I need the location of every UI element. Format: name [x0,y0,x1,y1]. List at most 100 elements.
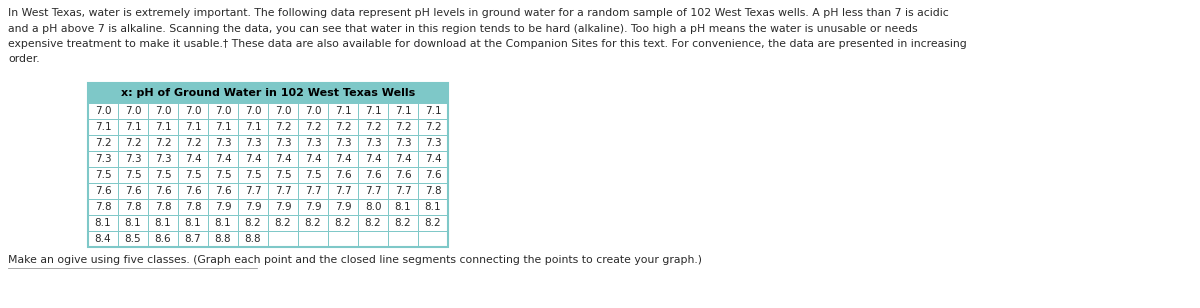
Bar [88,83,448,247]
Bar [178,231,208,247]
Text: 7.1: 7.1 [95,122,112,132]
Text: 7.0: 7.0 [245,106,262,116]
Bar [88,199,118,215]
Bar [388,215,418,231]
Text: 7.2: 7.2 [335,122,352,132]
Text: 7.5: 7.5 [305,170,322,180]
Bar [118,167,148,183]
Text: 7.1: 7.1 [125,122,142,132]
Bar [88,119,118,135]
Bar [88,215,118,231]
Text: 7.8: 7.8 [185,202,202,212]
Bar [238,231,268,247]
Bar [208,119,238,135]
Text: 8.7: 8.7 [185,234,202,244]
Text: 8.1: 8.1 [125,218,142,228]
Text: 7.1: 7.1 [155,122,172,132]
Bar [148,215,178,231]
Text: 8.2: 8.2 [365,218,382,228]
Text: 8.1: 8.1 [185,218,202,228]
Bar [418,135,448,151]
Text: 7.8: 7.8 [95,202,112,212]
Bar [388,151,418,167]
Text: 8.5: 8.5 [125,234,142,244]
Bar [418,231,448,247]
Text: 8.1: 8.1 [215,218,232,228]
Bar [388,103,418,119]
Bar [268,183,298,199]
Text: and a pH above 7 is alkaline. Scanning the data, you can see that water in this : and a pH above 7 is alkaline. Scanning t… [8,23,918,34]
Text: 7.0: 7.0 [275,106,292,116]
Bar [298,135,328,151]
Text: expensive treatment to make it usable.† These data are also available for downlo: expensive treatment to make it usable.† … [8,39,967,49]
Text: 7.7: 7.7 [275,186,292,196]
Bar [208,231,238,247]
Bar [88,83,448,103]
Text: 7.8: 7.8 [155,202,172,212]
Bar [148,103,178,119]
Text: 7.2: 7.2 [155,138,172,148]
Text: 8.2: 8.2 [275,218,292,228]
Text: 7.2: 7.2 [425,122,442,132]
Bar [238,119,268,135]
Bar [358,135,388,151]
Bar [238,199,268,215]
Bar [388,183,418,199]
Bar [118,231,148,247]
Text: 7.4: 7.4 [245,154,262,164]
Text: 8.2: 8.2 [245,218,262,228]
Text: 7.2: 7.2 [275,122,292,132]
Text: Make an ogive using five classes. (Graph each point and the closed line segments: Make an ogive using five classes. (Graph… [8,255,702,265]
Text: 7.6: 7.6 [365,170,382,180]
Text: 7.6: 7.6 [395,170,412,180]
Bar [148,231,178,247]
Bar [418,151,448,167]
Text: 7.1: 7.1 [335,106,352,116]
Bar [418,103,448,119]
Bar [388,199,418,215]
Bar [118,151,148,167]
Bar [358,199,388,215]
Text: 7.6: 7.6 [125,186,142,196]
Bar [148,151,178,167]
Bar [268,151,298,167]
Bar [358,183,388,199]
Text: x: pH of Ground Water in 102 West Texas Wells: x: pH of Ground Water in 102 West Texas … [121,88,415,98]
Bar [328,103,358,119]
Text: 7.2: 7.2 [395,122,412,132]
Bar [118,199,148,215]
Text: 7.0: 7.0 [185,106,202,116]
Bar [118,183,148,199]
Text: 7.9: 7.9 [275,202,292,212]
Text: 7.3: 7.3 [215,138,232,148]
Text: 7.3: 7.3 [95,154,112,164]
Bar [358,103,388,119]
Text: 7.3: 7.3 [365,138,382,148]
Bar [388,135,418,151]
Bar [148,135,178,151]
Text: 7.0: 7.0 [215,106,232,116]
Text: 8.1: 8.1 [155,218,172,228]
Text: 7.4: 7.4 [215,154,232,164]
Bar [418,199,448,215]
Bar [118,103,148,119]
Bar [298,119,328,135]
Text: 8.2: 8.2 [335,218,352,228]
Text: 7.0: 7.0 [155,106,172,116]
Bar [88,183,118,199]
Bar [358,151,388,167]
Text: 7.6: 7.6 [155,186,172,196]
Text: 7.3: 7.3 [275,138,292,148]
Text: 7.7: 7.7 [395,186,412,196]
Text: 7.6: 7.6 [95,186,112,196]
Bar [148,119,178,135]
Bar [208,183,238,199]
Text: 7.4: 7.4 [305,154,322,164]
Text: 7.5: 7.5 [95,170,112,180]
Bar [238,103,268,119]
Text: 7.0: 7.0 [125,106,142,116]
Bar [208,199,238,215]
Text: 7.6: 7.6 [185,186,202,196]
Text: 7.1: 7.1 [245,122,262,132]
Bar [178,183,208,199]
